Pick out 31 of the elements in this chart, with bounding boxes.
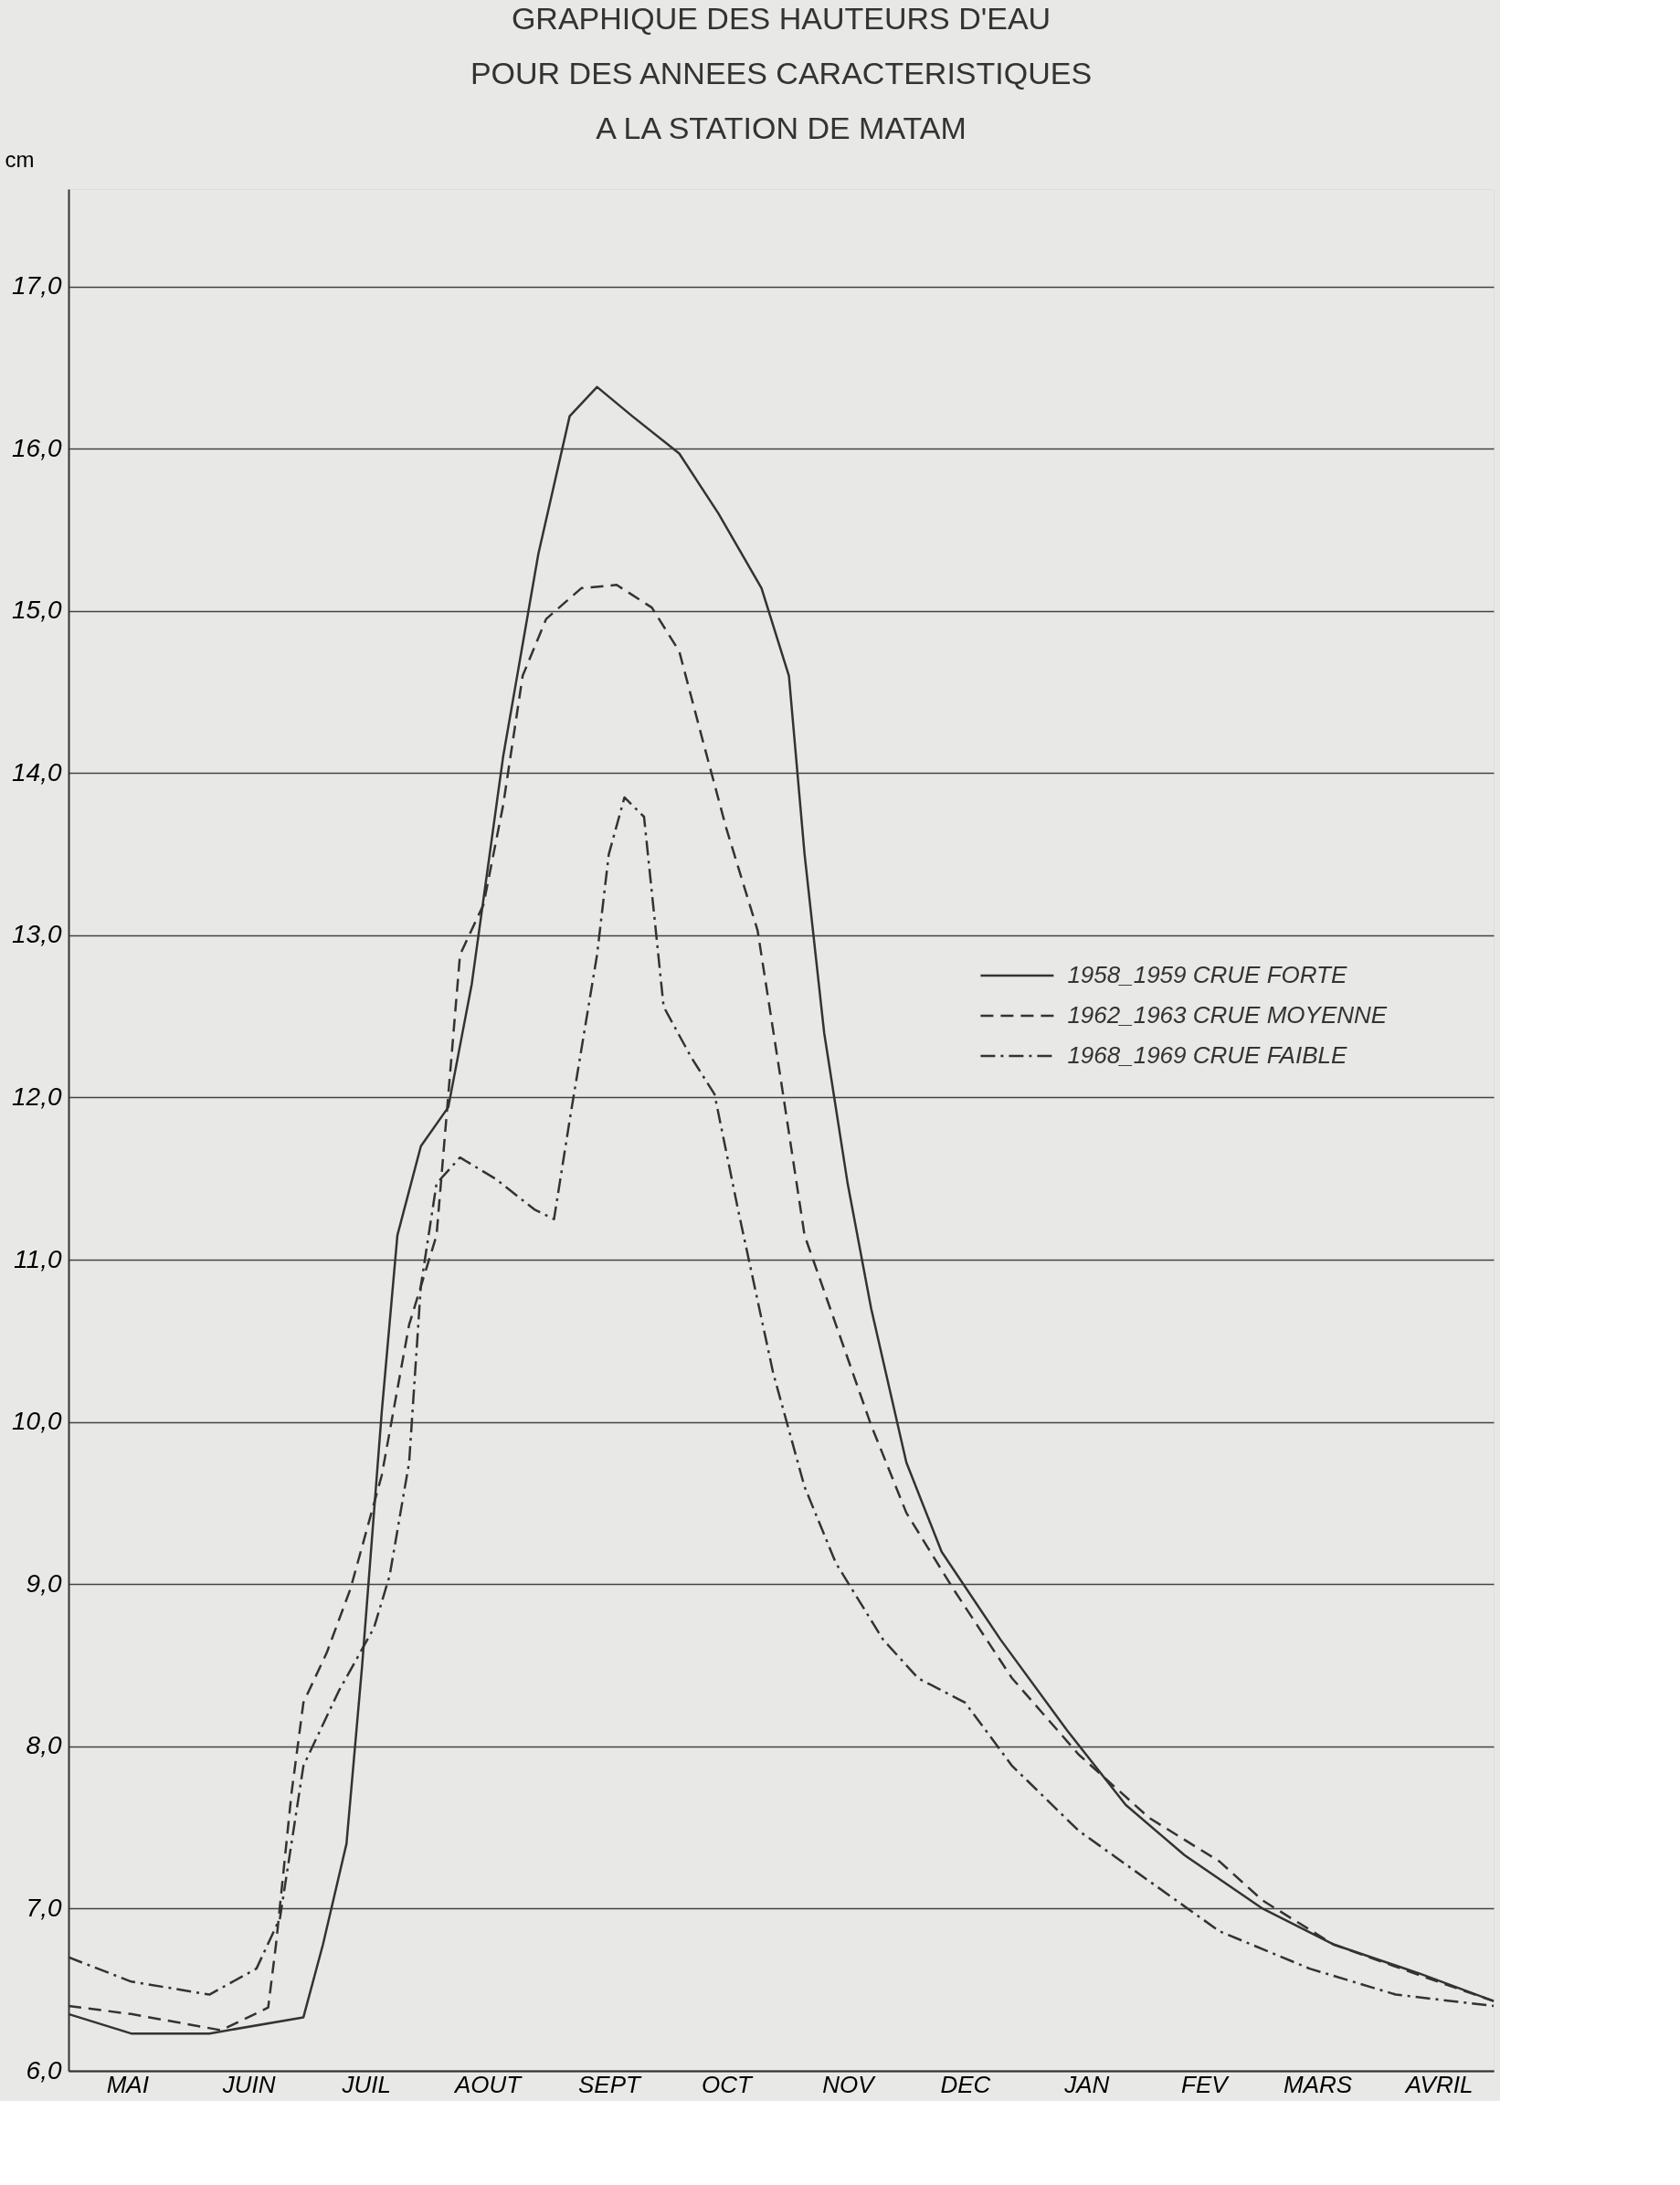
x-tick-label: MAI [106,2070,149,2098]
y-tick-label: 17,0 [12,271,62,301]
y-tick-label: 16,0 [12,433,62,462]
legend-label: 1962_1963 CRUE MOYENNE [1067,1001,1388,1029]
y-tick-label: 14,0 [12,757,62,786]
text: A LA STATION DE MATAM [596,111,967,145]
x-tick-label: JUIN [221,2070,276,2098]
x-tick-label: JUIL [341,2070,391,2098]
x-tick-label: MARS [1284,2070,1353,2098]
y-axis-title: cm [5,146,35,172]
legend-label: 1958_1959 CRUE FORTE [1067,961,1347,989]
y-tick-label: 10,0 [12,1407,62,1436]
x-tick-label: SEPT [577,2070,642,2098]
y-tick-label: 13,0 [12,920,62,949]
text: GRAPHIQUE DES HAUTEURS D'EAU [511,1,1051,36]
y-tick-label: 7,0 [26,1893,62,1922]
y-tick-label: 9,0 [26,1568,62,1598]
y-tick-label: 15,0 [12,596,62,625]
y-tick-label: 8,0 [26,1731,62,1760]
y-tick-label: 11,0 [14,1244,62,1273]
x-tick-label: AVRIL [1403,2070,1474,2098]
legend-label: 1968_1969 CRUE FAIBLE [1067,1041,1347,1070]
x-tick-label: NOV [822,2070,877,2098]
x-tick-label: AOUT [452,2070,523,2098]
text: POUR DES ANNEES CARACTERISTIQUES [470,56,1093,90]
y-tick-label: 6,0 [26,2055,62,2085]
x-tick-label: JAN [1063,2070,1110,2098]
x-tick-label: FEV [1181,2070,1231,2098]
x-tick-label: DEC [940,2070,991,2098]
x-tick-label: OCT [702,2070,755,2098]
y-tick-label: 12,0 [12,1082,62,1111]
